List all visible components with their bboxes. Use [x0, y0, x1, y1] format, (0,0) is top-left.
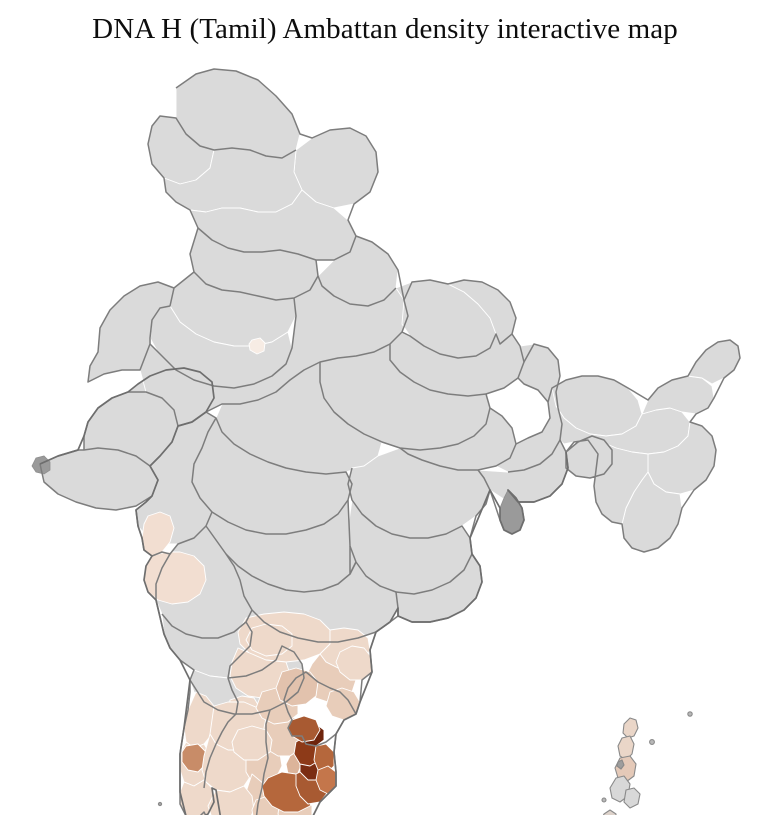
island-region[interactable] [623, 787, 641, 809]
district-region-highlight[interactable] [249, 338, 265, 354]
island-dot[interactable] [157, 801, 163, 807]
state-border [320, 362, 490, 450]
state-border [88, 116, 296, 382]
india-choropleth-svg[interactable] [0, 52, 770, 815]
state-border [402, 332, 512, 358]
state-border [508, 440, 560, 472]
district-region-highlight[interactable] [232, 726, 272, 760]
island-region[interactable] [601, 809, 617, 815]
map-canvas[interactable] [0, 52, 770, 815]
state-border [316, 260, 396, 306]
island-dot[interactable] [687, 711, 693, 717]
state-border [348, 500, 396, 592]
no-data-region[interactable] [31, 455, 51, 475]
country-outline-layer [40, 368, 568, 815]
island-dot[interactable] [649, 739, 655, 745]
state-border [192, 412, 352, 534]
island-region[interactable] [616, 759, 625, 770]
state-border [400, 444, 516, 470]
state-border [150, 298, 296, 388]
state-border [162, 610, 252, 638]
state-borders-layer [40, 69, 740, 815]
state-border [190, 680, 270, 714]
no-data-layer [31, 455, 525, 535]
district-region-highlight[interactable] [276, 668, 318, 706]
islands-layer [157, 711, 693, 815]
state-border [348, 468, 470, 538]
state-border [194, 272, 318, 300]
country-border [40, 368, 568, 815]
district-region-highlight[interactable] [142, 512, 174, 556]
state-border [228, 646, 304, 815]
state-border [518, 378, 548, 402]
island-dot[interactable] [601, 797, 607, 803]
state-border [204, 622, 252, 788]
state-border [170, 526, 206, 554]
state-border [226, 554, 356, 592]
state-border [198, 228, 356, 260]
state-border [284, 672, 356, 746]
page-title: DNA H (Tamil) Ambattan density interacti… [92, 13, 678, 45]
state-border [524, 344, 562, 440]
state-border [178, 344, 390, 426]
island-region[interactable] [622, 717, 639, 739]
district-region-highlight[interactable] [182, 744, 206, 772]
state-border [404, 280, 524, 394]
state-border [478, 470, 490, 490]
